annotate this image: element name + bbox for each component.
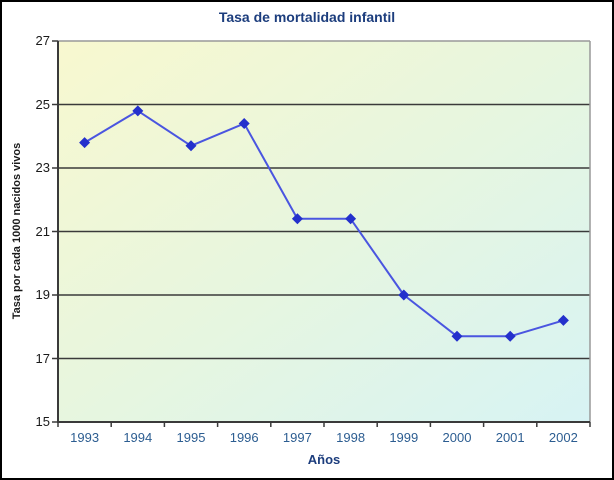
data-point-1994 [132, 105, 144, 117]
x-tick-label-1993: 1993 [70, 430, 100, 445]
y-tick-label-25: 25 [35, 96, 50, 112]
x-tick-label-2001: 2001 [495, 430, 525, 445]
x-tick-label-1995: 1995 [176, 430, 206, 445]
data-point-2001 [504, 330, 516, 342]
data-point-1999 [398, 289, 410, 301]
data-point-1995 [185, 140, 197, 152]
data-point-1998 [345, 213, 357, 225]
data-point-1997 [291, 213, 303, 225]
x-axis-title: Años [307, 452, 341, 467]
y-tick-label-21: 21 [35, 223, 50, 239]
data-point-2000 [451, 330, 463, 342]
y-tick-label-17: 17 [35, 350, 50, 366]
data-point-1996 [238, 118, 250, 130]
x-tick-label-2002: 2002 [548, 430, 578, 445]
series-line [84, 109, 564, 338]
chart-title: Tasa de mortalidad infantil [218, 9, 396, 25]
x-tick-label-1994: 1994 [123, 430, 153, 445]
x-tick-label-1998: 1998 [336, 430, 366, 445]
y-tick-label-23: 23 [35, 160, 50, 175]
x-tick-label-1997: 1997 [282, 430, 312, 445]
x-tick-label-2000: 2000 [442, 430, 472, 445]
x-tick-label-1999: 1999 [389, 430, 419, 445]
data-point-2002 [557, 314, 569, 326]
y-tick-label-15: 15 [35, 414, 50, 429]
x-tick-label-1996: 1996 [229, 430, 259, 445]
y-tick-label-27: 27 [35, 33, 50, 48]
y-tick-label-19: 19 [35, 287, 50, 302]
data-point-1993 [79, 137, 91, 149]
